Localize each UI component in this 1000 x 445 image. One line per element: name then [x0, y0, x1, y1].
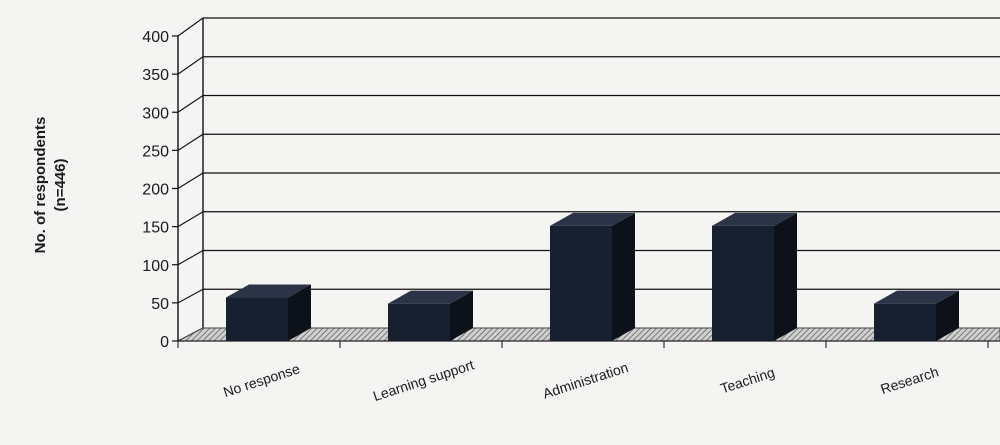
- gridline-side: [177, 133, 204, 151]
- y-tick-label: 250: [142, 143, 169, 160]
- x-tick-label: Teaching: [718, 364, 776, 397]
- y-tick-label: 150: [142, 220, 169, 237]
- bar-top: [550, 212, 635, 226]
- bar-0: [226, 284, 311, 341]
- y-axis-label: No. of respondents: [32, 117, 49, 254]
- y-tick-label: 400: [142, 29, 169, 46]
- x-tick-label: No response: [221, 360, 302, 400]
- bar-2: [550, 212, 635, 341]
- bar-front: [712, 225, 774, 341]
- y-axis-label-sub: (n=446): [52, 159, 69, 212]
- gridline-side: [177, 172, 204, 189]
- y-tick-label: 200: [142, 182, 169, 199]
- gridline-side: [177, 250, 204, 266]
- bar-top: [226, 284, 311, 298]
- bar-top: [712, 212, 797, 226]
- bar-side: [612, 212, 635, 341]
- y-tick-label: 0: [160, 334, 169, 351]
- x-axis-ticks: No response Learning support Administratio…: [177, 341, 989, 404]
- gridline-side: [177, 95, 204, 113]
- bar-side: [936, 290, 959, 341]
- x-tick-label: Learning support: [371, 356, 476, 404]
- bar-top: [874, 290, 959, 304]
- bar-front: [388, 303, 450, 341]
- bar-side: [450, 290, 473, 341]
- bar-front: [550, 225, 612, 341]
- bar-front: [226, 297, 288, 341]
- bar-4: [874, 290, 959, 341]
- y-tick-label: 300: [142, 105, 169, 122]
- bar-side: [288, 284, 311, 341]
- bar-top: [388, 290, 473, 304]
- y-tick-label: 50: [151, 296, 169, 313]
- bar-side: [774, 212, 797, 341]
- y-axis-ticks: 0 50 100 150 200 250 300 350 400: [142, 29, 178, 351]
- bar-1: [388, 290, 473, 341]
- gridline-side: [177, 288, 204, 304]
- x-tick-label: Administration: [541, 359, 630, 402]
- gridline-side: [177, 17, 204, 37]
- bar-front: [874, 303, 936, 341]
- x-tick-label: Research: [878, 363, 940, 397]
- bars: [226, 212, 959, 341]
- gridline-side: [177, 211, 204, 228]
- y-tick-label: 350: [142, 67, 169, 84]
- gridline-side: [177, 56, 204, 75]
- y-tick-label: 100: [142, 258, 169, 275]
- bar-3: [712, 212, 797, 341]
